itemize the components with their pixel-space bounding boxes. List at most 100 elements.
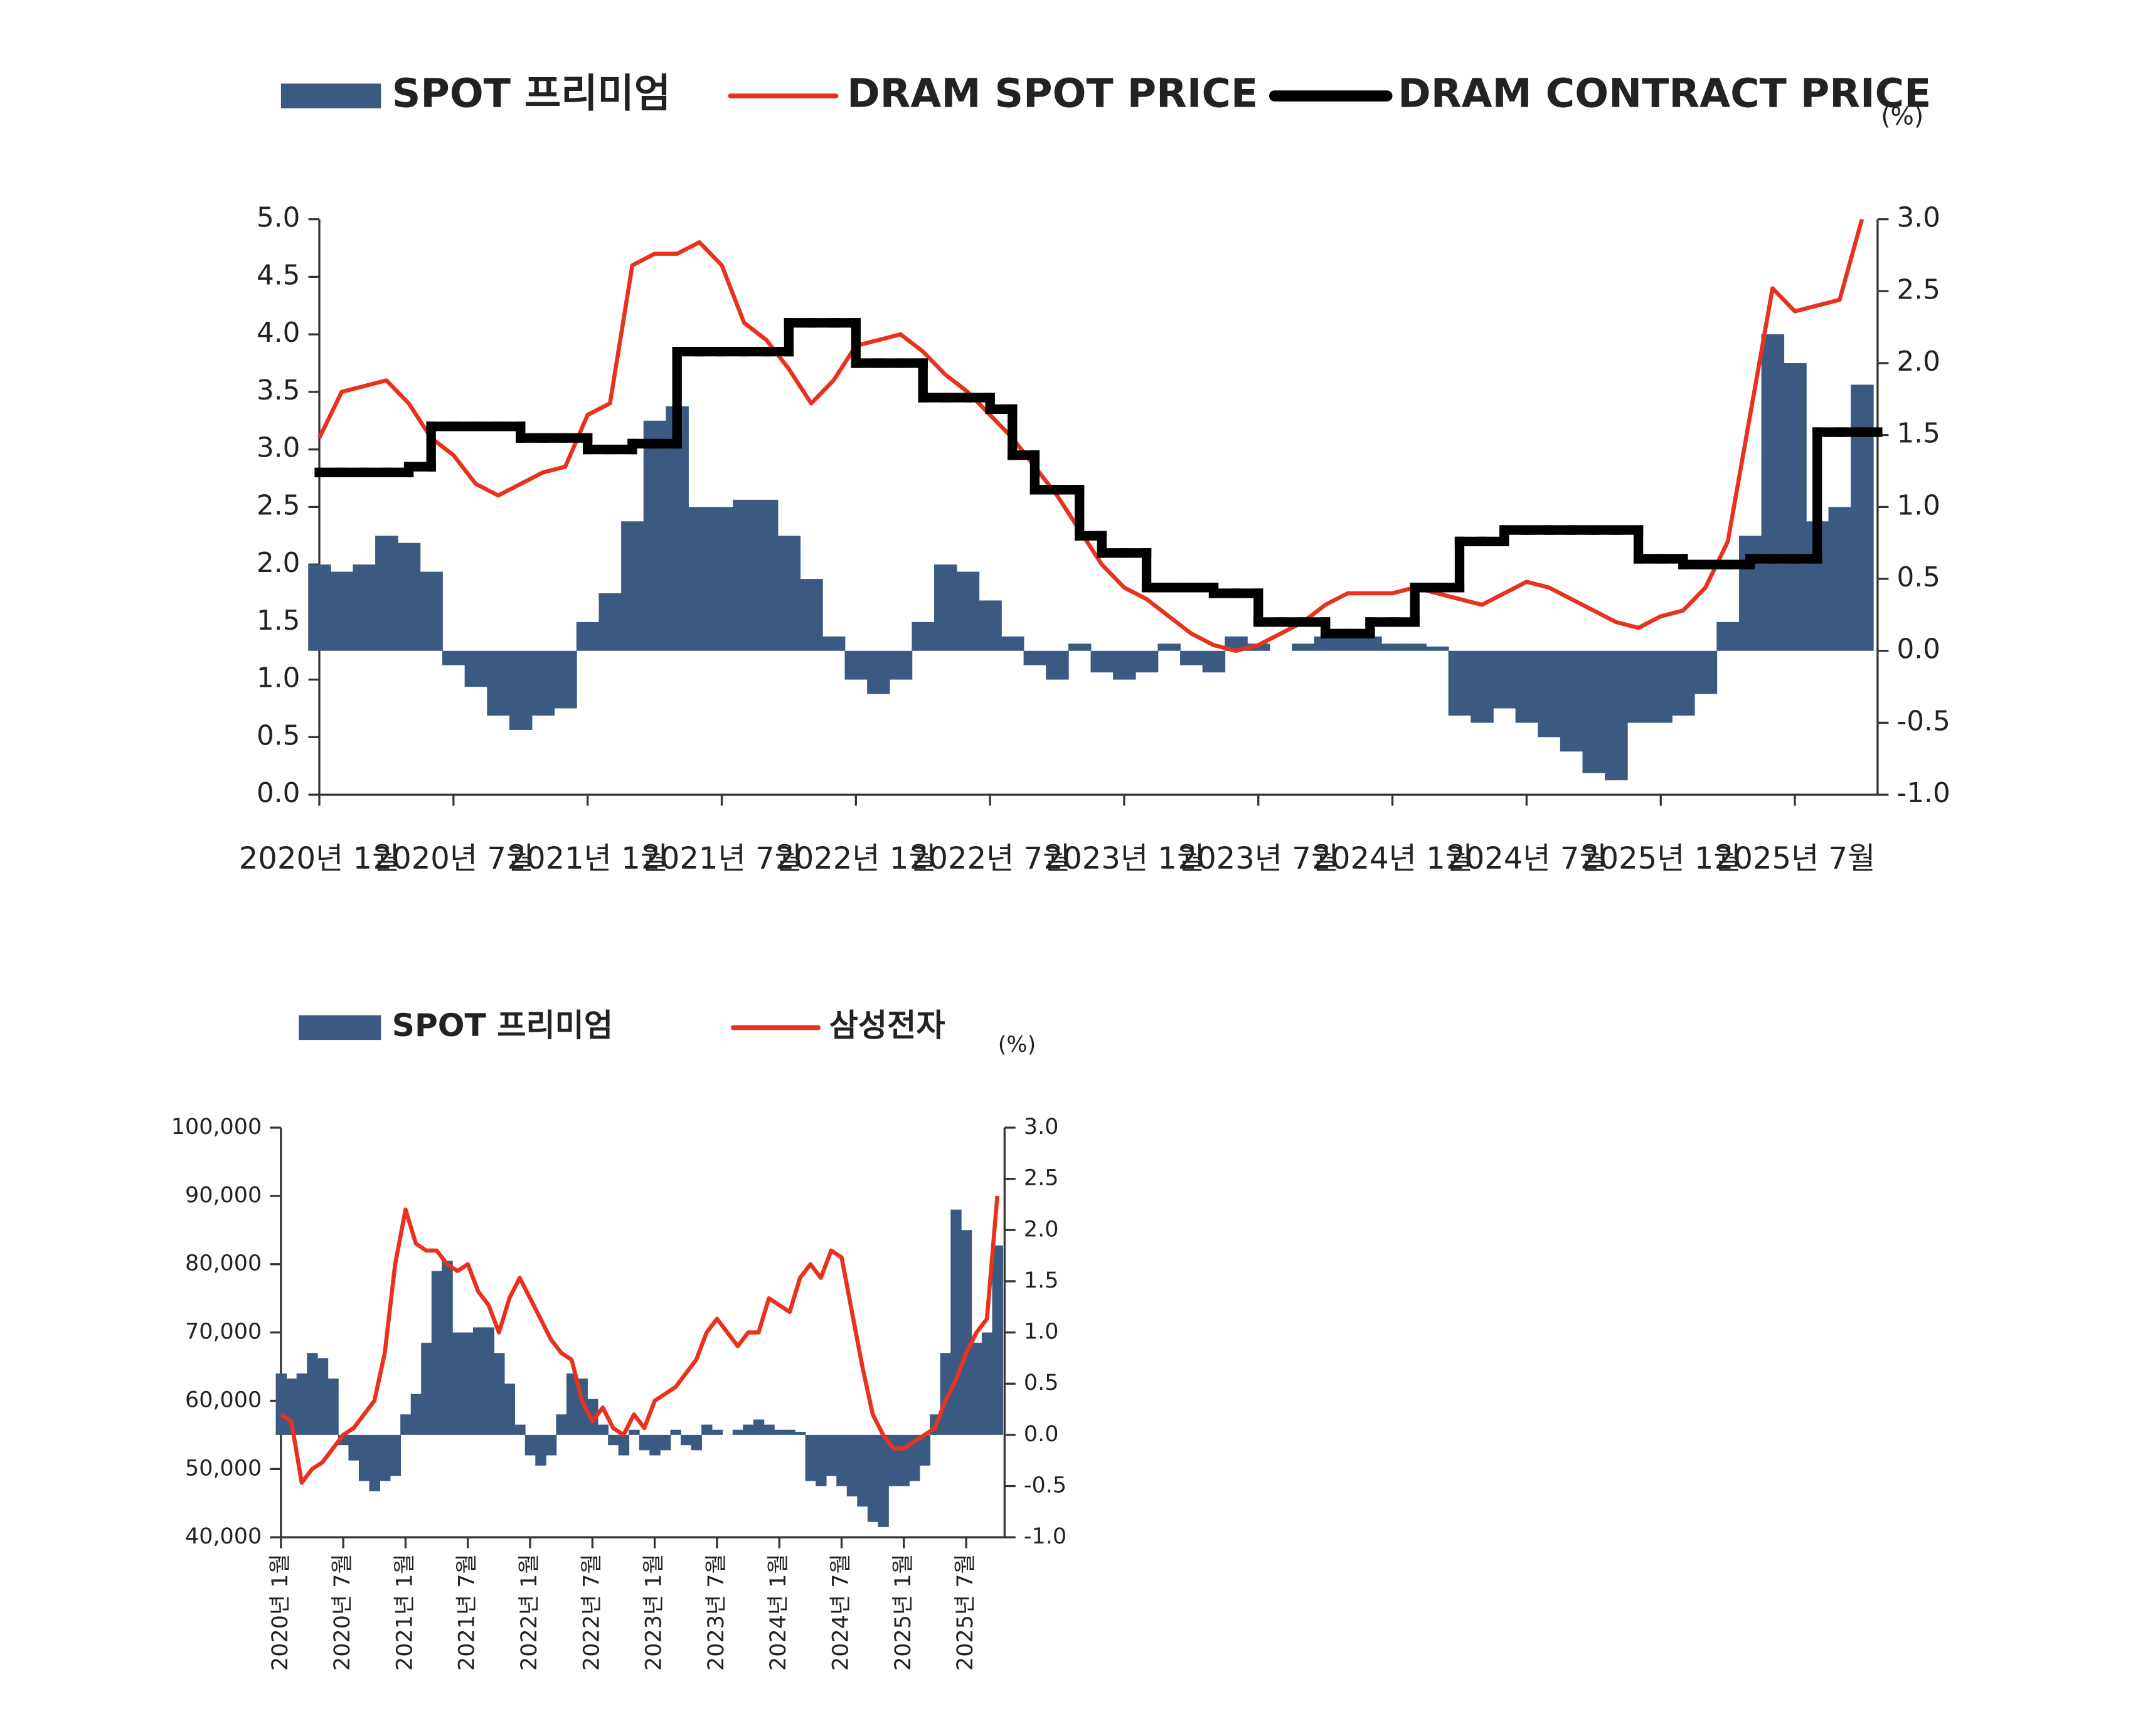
bar — [308, 564, 331, 651]
bar — [410, 1394, 422, 1435]
bar — [1828, 507, 1852, 651]
x-tick-label: 2025년 1월 — [891, 1553, 916, 1671]
x-tick-label: 2024년 1월 — [766, 1553, 791, 1671]
legend-swatch — [299, 1015, 381, 1040]
bar — [1672, 650, 1695, 716]
bar — [330, 571, 354, 651]
bar — [369, 1434, 380, 1491]
y-tick-label: 40,000 — [185, 1524, 262, 1549]
bar — [753, 1419, 765, 1435]
bar — [710, 507, 734, 651]
bar — [621, 521, 644, 651]
bar — [1359, 636, 1382, 651]
x-tick-label: 2024년 1월 — [1312, 841, 1473, 876]
bar — [649, 1434, 661, 1456]
x-tick-label: 2023년 1월 — [642, 1553, 667, 1671]
bar — [487, 650, 510, 716]
bar — [909, 1434, 920, 1481]
x-tick-label: 2022년 1월 — [517, 1553, 542, 1671]
x-tick-label: 2020년 7월 — [330, 1553, 355, 1671]
legend-label: SPOT 프리미엄 — [392, 1007, 613, 1044]
x-tick-label: 2020년 1월 — [268, 1553, 293, 1671]
y2-tick-label: 1.0 — [1024, 1320, 1059, 1345]
bar — [452, 1332, 464, 1435]
bar — [857, 1434, 868, 1507]
bar — [494, 1353, 505, 1435]
bar — [805, 1434, 817, 1481]
y-tick-label: 0.0 — [257, 777, 300, 809]
bar — [867, 1434, 879, 1522]
y-tick-label: 4.5 — [257, 259, 300, 291]
x-tick-label: 2023년 7월 — [1178, 841, 1339, 876]
x-tick-label: 2020년 1월 — [239, 841, 400, 876]
y2-unit: (%) — [998, 1032, 1036, 1057]
y-tick-label: 50,000 — [185, 1456, 262, 1481]
bar — [275, 1373, 287, 1435]
bar — [956, 571, 980, 651]
bar — [1538, 650, 1561, 738]
bar — [979, 600, 1002, 651]
y-tick-label: 90,000 — [185, 1183, 262, 1208]
bar — [639, 1434, 651, 1451]
y2-tick-label: 1.5 — [1024, 1268, 1059, 1293]
bar — [442, 1261, 453, 1435]
x-tick-label: 2021년 7월 — [455, 1553, 480, 1671]
y-tick-label: 1.5 — [257, 605, 300, 637]
bar — [680, 1434, 692, 1446]
bar — [777, 536, 801, 651]
bar — [826, 1434, 838, 1476]
legend-swatch — [280, 83, 381, 109]
x-tick-label: 2021년 1월 — [392, 1553, 417, 1671]
x-tick-label: 2023년 7월 — [704, 1553, 729, 1671]
bar — [1627, 650, 1651, 723]
y2-tick-label: 0.5 — [1897, 561, 1940, 593]
x-tick-label: 2025년 1월 — [1580, 841, 1742, 876]
y-tick-label: 60,000 — [185, 1387, 262, 1412]
bar — [1001, 636, 1024, 651]
bar — [1247, 643, 1270, 651]
bar — [535, 1434, 546, 1466]
y2-tick-label: -1.0 — [1897, 777, 1950, 809]
bar — [1135, 650, 1159, 673]
bar — [1023, 650, 1047, 665]
y-tick-label: 1.0 — [257, 662, 300, 694]
bar — [348, 1434, 359, 1461]
bar — [1113, 650, 1136, 680]
bar — [659, 1434, 671, 1451]
bar — [940, 1353, 952, 1435]
bar — [784, 1429, 795, 1435]
x-tick-label: 2022년 7월 — [910, 841, 1071, 876]
bar — [763, 1424, 775, 1435]
y2-tick-label: 2.0 — [1897, 346, 1940, 378]
x-tick-label: 2024년 7월 — [1446, 841, 1607, 876]
bar — [774, 1429, 785, 1435]
y-tick-label: 80,000 — [185, 1251, 262, 1276]
bar — [1471, 650, 1494, 723]
bar — [473, 1327, 484, 1435]
y2-tick-label: 3.0 — [1024, 1114, 1059, 1140]
x-tick-label: 2022년 1월 — [775, 841, 937, 876]
y-tick-label: 70,000 — [185, 1320, 262, 1345]
y-tick-label: 2.5 — [257, 489, 300, 521]
y2-tick-label: 2.5 — [1024, 1166, 1059, 1191]
bar — [889, 650, 913, 680]
bar — [795, 1431, 806, 1435]
y2-tick-label: 1.5 — [1897, 418, 1940, 450]
bar — [688, 507, 711, 651]
bar — [1784, 363, 1807, 651]
y2-tick-label: 3.0 — [1897, 202, 1940, 234]
bar — [1426, 646, 1449, 651]
bar — [1090, 650, 1114, 673]
bar — [844, 650, 868, 680]
bar — [1202, 650, 1226, 673]
bar — [1851, 384, 1874, 651]
legend-label: DRAM SPOT PRICE — [847, 70, 1258, 117]
bar — [598, 593, 622, 651]
bar — [755, 499, 779, 651]
bar — [608, 1434, 619, 1446]
bar — [431, 1271, 443, 1435]
bar — [1180, 650, 1203, 665]
bar — [442, 650, 465, 665]
bar — [898, 1434, 910, 1486]
bar — [597, 1424, 609, 1435]
